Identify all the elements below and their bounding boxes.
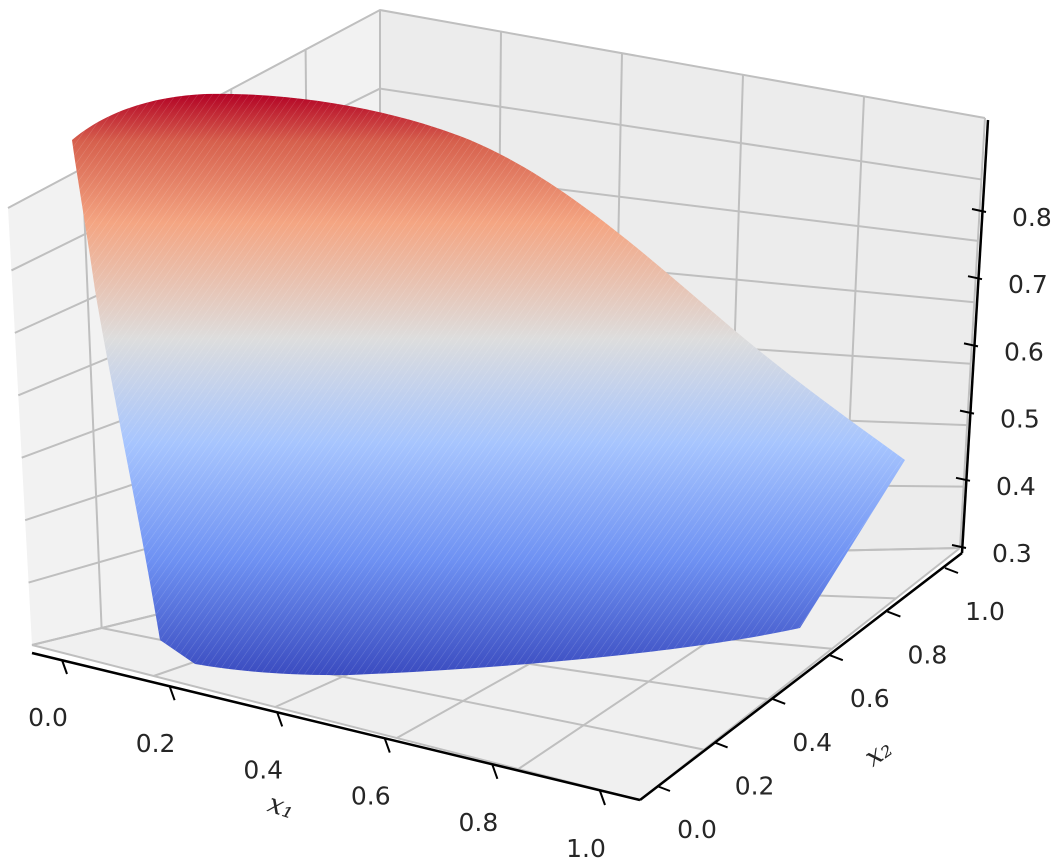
z-tick-label: 0.3 <box>992 539 1032 568</box>
x1-tick <box>599 790 606 806</box>
x1-tick-label: 1.0 <box>566 834 606 862</box>
x1-tick <box>491 764 499 780</box>
x2-tick <box>714 741 728 749</box>
grid-line <box>31 644 641 801</box>
z-tick-label: 0.6 <box>1004 337 1044 366</box>
z-tick-label: 0.7 <box>1008 270 1048 299</box>
x2-tick-label: 1.0 <box>965 597 1005 626</box>
grid-line <box>959 117 986 549</box>
x2-axis-line <box>639 552 963 801</box>
x2-tick <box>887 610 901 618</box>
x1-tick-label: 0.4 <box>243 755 283 784</box>
x2-tick <box>944 567 959 574</box>
x1-tick <box>168 685 176 701</box>
x2-tick <box>829 654 844 662</box>
x1-tick-label: 0.6 <box>351 782 391 811</box>
x2-tick <box>656 785 671 792</box>
z-tick <box>971 208 987 213</box>
x2-tick <box>771 697 786 705</box>
x2-axis-label: x₂ <box>859 733 898 773</box>
x1-axis-label: x₁ <box>264 788 298 826</box>
x1-tick-label: 0.2 <box>136 729 176 758</box>
z-tick <box>959 409 975 415</box>
x1-tick-label: 0.0 <box>28 703 68 732</box>
z-ticks: 0.3 0.4 0.5 0.6 0.7 0.8 <box>951 203 1052 568</box>
z-tick <box>967 275 983 281</box>
x1-ticks: 0.0 0.2 0.4 0.6 0.8 1.0 <box>28 659 606 862</box>
x2-ticks: 0.0 0.2 0.4 0.6 0.8 1.0 <box>656 567 1005 844</box>
x1-tick <box>383 738 391 753</box>
x2-tick-label: 0.2 <box>735 771 775 800</box>
x1-tick <box>61 659 68 675</box>
x1-axis-line <box>31 651 641 802</box>
surface <box>72 93 905 676</box>
z-tick-label: 0.4 <box>996 472 1036 501</box>
z-tick <box>951 544 967 549</box>
grid-line <box>81 168 103 629</box>
x2-tick-label: 0.4 <box>792 728 832 757</box>
surface-mesh <box>72 93 905 676</box>
z-tick <box>955 476 971 482</box>
z-tick-label: 0.8 <box>1012 203 1052 232</box>
x2-tick-label: 0.6 <box>850 684 890 713</box>
x2-tick-label: 0.8 <box>908 641 948 670</box>
z-tick-label: 0.5 <box>1000 405 1040 434</box>
x2-tick-label: 0.0 <box>677 815 717 844</box>
x1-tick <box>276 712 284 727</box>
z-tick <box>963 342 979 348</box>
x1-tick-label: 0.8 <box>459 808 499 837</box>
